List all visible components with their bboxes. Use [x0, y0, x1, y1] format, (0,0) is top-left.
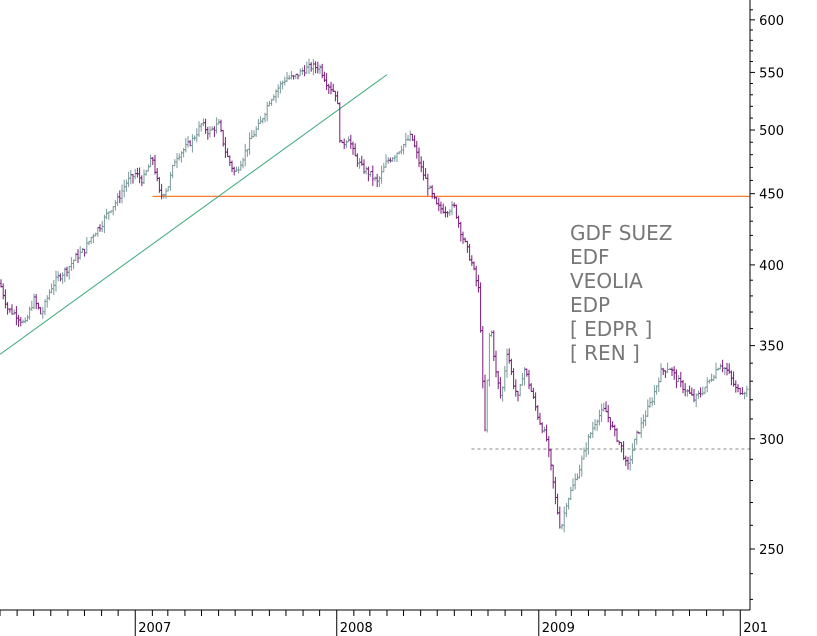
x-tick-label: 201 — [743, 621, 768, 636]
y-tick-label: 550 — [759, 66, 784, 81]
legend-entry: GDF SUEZ — [570, 221, 672, 245]
legend-entry: [ REN ] — [570, 341, 640, 365]
plot-background — [0, 0, 750, 610]
x-tick-label: 2009 — [542, 621, 575, 636]
legend-entry: VEOLIA — [570, 269, 643, 293]
price-bars — [0, 58, 749, 533]
legend-entry: EDP — [570, 293, 610, 317]
price-bar — [744, 385, 749, 398]
x-tick-label: 2008 — [340, 621, 373, 636]
y-tick-label: 400 — [759, 259, 784, 274]
y-tick-label: 450 — [759, 188, 784, 203]
y-tick-label: 600 — [759, 14, 784, 29]
legend-entry: [ EDPR ] — [570, 317, 652, 341]
reference-lines — [0, 74, 750, 450]
y-tick-label: 500 — [759, 124, 784, 139]
y-tick-label: 350 — [759, 340, 784, 355]
trendline — [0, 74, 388, 355]
y-tick-label: 300 — [759, 433, 784, 448]
y-tick-label: 250 — [759, 543, 784, 558]
x-tick-label: 2007 — [138, 621, 171, 636]
x-axis: 2007 2008 2009 201 — [0, 610, 768, 636]
legend-entry: EDF — [570, 245, 610, 269]
y-axis: 250 300 350 400 450 500 550 600 — [750, 9, 784, 600]
